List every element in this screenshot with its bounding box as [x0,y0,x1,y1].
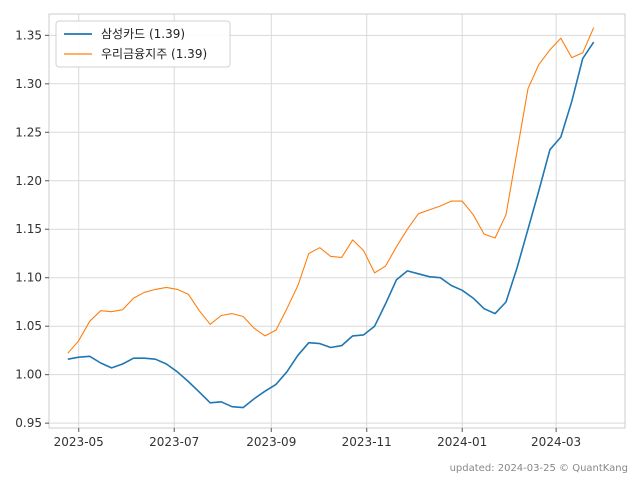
grid [49,14,625,428]
legend-box [55,20,231,68]
x-tick-label: 2023-07 [149,435,199,449]
series-line-2 [67,27,595,354]
y-axis-ticks: 0.95 1.00 1.05 1.10 1.15 1.20 1.25 1.30 1.35 [15,28,49,430]
y-tick-label: 1.35 [15,28,42,42]
x-tick-label: 2024-03 [531,435,581,449]
y-tick-label: 1.05 [15,319,42,333]
x-tick-label: 2023-11 [342,435,392,449]
x-tick-label: 2023-09 [246,435,296,449]
y-tick-label: 1.20 [15,174,42,188]
x-axis-ticks: 2023-05 2023-07 2023-09 2023-11 2024-01 2024-… [54,428,581,449]
footer-credit: updated: 2024-03-25 © QuantKang [449,463,628,474]
series-line-1 [67,41,595,409]
series-lines [67,27,595,409]
y-tick-label: 1.10 [15,271,42,285]
y-tick-label: 1.25 [15,125,42,139]
y-tick-label: 1.15 [15,222,42,236]
plot-frame [48,13,626,429]
x-tick-label: 2024-01 [437,435,487,449]
legend: 삼성카드 (1.39) 우리금융지주 (1.39) [55,20,231,68]
y-tick-label: 0.95 [15,416,42,430]
legend-label-1: 삼성카드 (1.39) [101,27,185,41]
y-tick-label: 1.30 [15,77,42,91]
x-tick-label: 2023-05 [54,435,104,449]
legend-label-2: 우리금융지주 (1.39) [101,47,207,61]
y-tick-label: 1.00 [15,368,42,382]
